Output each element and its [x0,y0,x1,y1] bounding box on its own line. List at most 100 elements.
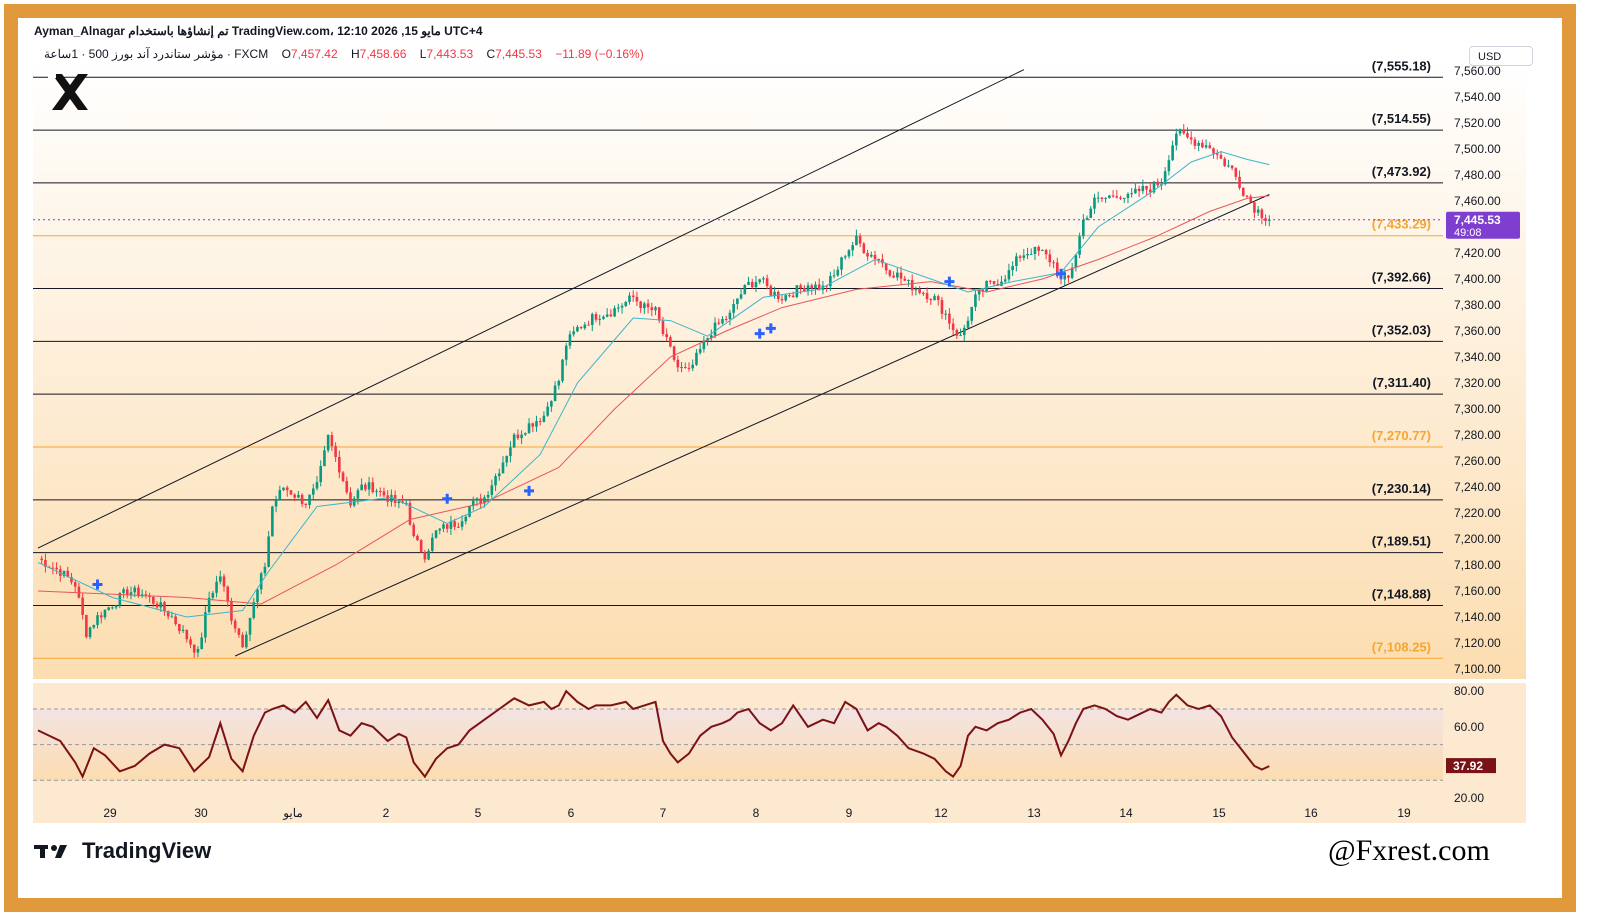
candle-body [1241,187,1245,196]
candle-body [471,500,475,507]
candle-body [375,491,378,493]
time-tick-11: 14 [1119,806,1133,820]
candle-body [747,281,750,285]
candle-body [1044,249,1048,255]
candle-body [73,582,77,587]
candle-body [233,620,237,629]
candle-body [1082,219,1085,237]
candle-body [62,570,66,576]
candle-body [1204,145,1208,148]
candle-body [92,624,96,628]
signal-marker-0 [92,579,103,590]
price-tick-18: 7,200.00 [1454,532,1501,546]
candle-body [181,629,185,632]
price-tick-22: 7,120.00 [1454,636,1501,650]
candle-body [602,316,605,319]
candle-body [211,592,215,598]
candle-body [330,435,334,447]
candle-body [174,616,177,624]
candle-body [635,296,639,302]
candle-body [1234,168,1238,177]
price-tick-9: 7,380.00 [1454,298,1501,312]
candle-body [486,494,490,498]
candle-body [728,312,732,320]
candle-body [129,592,133,595]
candle-body [55,567,58,570]
candle-body [825,285,828,287]
tradingview-logo[interactable]: TradingView [34,838,211,865]
candle-body [1212,148,1215,154]
candle-body [799,285,802,288]
last-price-badge [1446,211,1520,239]
candle-body [1163,171,1167,185]
price-tick-12: 7,320.00 [1454,376,1501,390]
candle-body [1033,246,1037,254]
publish-info: تم إنشاؤها باستخدام TradingView.com، 12:… [128,24,483,38]
price-tick-5: 7,460.00 [1454,194,1501,208]
candle-body [390,494,393,502]
candle-body [531,423,535,427]
candle-body [189,639,192,645]
candle-body [99,615,103,618]
candle-body [977,289,981,295]
candle-body [1264,218,1267,221]
candle-body [527,423,531,434]
candle-body [784,295,788,301]
candle-body [951,323,955,331]
candle-body [338,456,341,473]
candle-body [1193,139,1197,146]
candle-body [762,278,765,280]
candle-body [1223,158,1226,166]
candle-body [192,644,196,653]
candle-body [144,594,148,596]
candle-body [416,535,419,541]
candle-body [1219,154,1223,159]
last-price-label: 7,445.53 [1454,213,1501,227]
candle-body [587,324,590,326]
candle-body [1022,255,1026,258]
time-tick-6: 7 [660,806,667,820]
high-label: H [350,47,360,61]
price-tick-0: 7,560.00 [1454,64,1501,78]
candle-body [252,602,256,618]
candle-body [1037,246,1040,251]
time-tick-2: مايو [282,806,303,820]
candle-body [1141,185,1145,192]
candle-body [114,605,118,608]
time-tick-4: 5 [475,806,482,820]
time-tick-10: 13 [1027,806,1041,820]
candle-body [713,322,717,336]
candle-body [691,364,695,369]
candle-body [676,359,680,368]
currency-selector[interactable]: USD [1469,46,1533,66]
candle-body [315,482,319,489]
candle-body [609,314,613,317]
price-tick-23: 7,100.00 [1454,662,1501,676]
price-tick-16: 7,240.00 [1454,480,1501,494]
candle-body [855,235,858,246]
symbol-label[interactable]: مؤشر ستاندرد آند بورز 500 · 1ساعة · FXCM [44,47,269,61]
candle-body [1197,142,1200,146]
candle-body [810,285,814,289]
candle-body [367,482,371,490]
price-tick-10: 7,360.00 [1454,324,1501,338]
candle-body [1201,142,1204,148]
candle-body [483,497,486,504]
candle-body [899,272,903,279]
candle-body [1238,176,1241,188]
candle-body [166,611,170,617]
candle-body [724,319,728,321]
candle-body [1260,209,1264,219]
candle-body [1048,254,1052,263]
candle-body [661,320,665,335]
author-name[interactable]: Ayman_Alnagar [34,24,125,38]
candle-body [122,589,125,593]
candle-body [944,313,947,315]
ema-fast-line [37,151,1270,618]
candle-body [1227,165,1230,167]
candle-body [829,276,832,287]
candle-body [1074,254,1078,268]
signal-marker-1 [442,493,453,504]
